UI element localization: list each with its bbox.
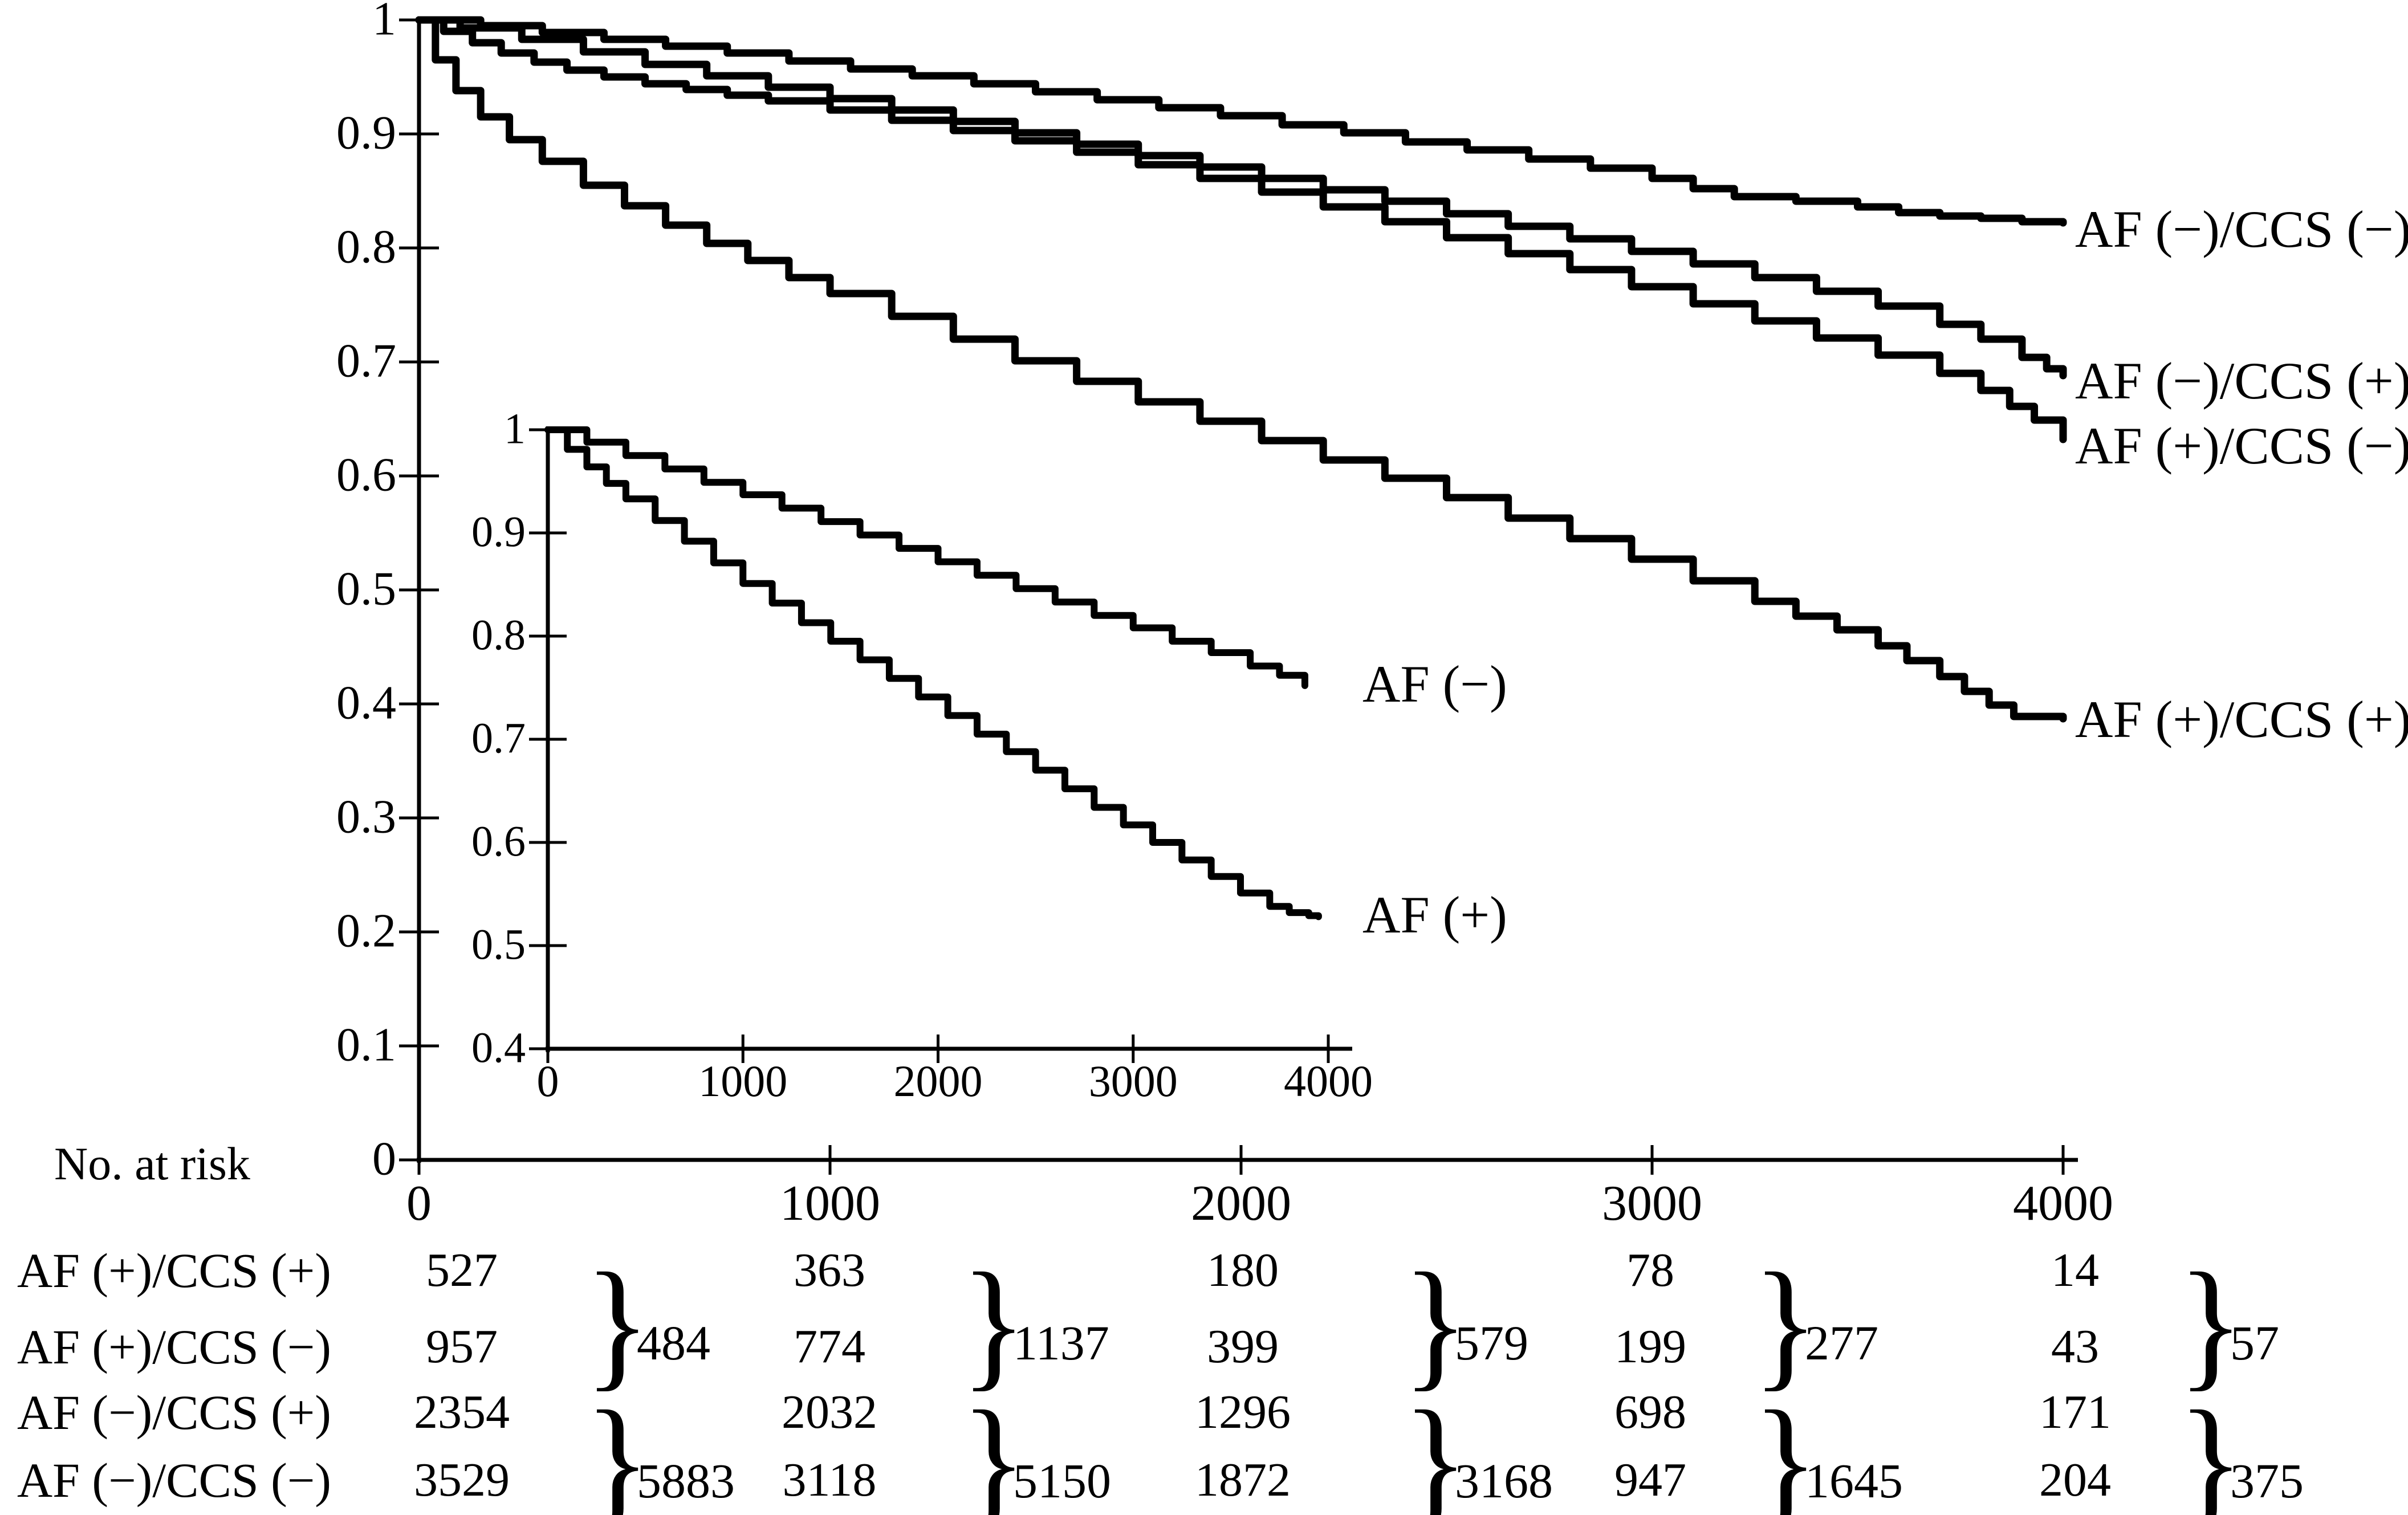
main-y-tick-label: 0.2 (336, 904, 396, 958)
risk-count: 78 (1626, 1244, 1674, 1297)
risk-count: 14 (2051, 1244, 2099, 1297)
risk-row-label: AF (+)/CCS (+) (17, 1243, 331, 1298)
inset-x-tick-label: 3000 (1088, 1056, 1178, 1106)
main-x-tick-label: 3000 (1602, 1176, 1702, 1231)
risk-count: 171 (2039, 1386, 2111, 1439)
brace-icon: } (2178, 1243, 2244, 1404)
inset-y-tick-label: 0.7 (471, 714, 526, 763)
inset-y-tick-label: 0.5 (471, 921, 526, 969)
main-survival-curves (415, 16, 2067, 723)
risk-row-label: AF (+)/CCS (−) (17, 1319, 331, 1374)
curve-label-af-pos-ccs-neg: AF (+)/CCS (−) (2075, 417, 2408, 475)
brace-icon: } (1752, 1380, 1819, 1515)
main-y-tick-label: 0.7 (336, 334, 396, 388)
risk-count: 2032 (782, 1386, 877, 1439)
brace-icon: } (584, 1243, 651, 1404)
risk-count: 180 (1207, 1244, 1279, 1297)
inset-x-tick-label: 0 (536, 1056, 559, 1106)
risk-count: 2354 (414, 1386, 510, 1439)
survival-curve (415, 16, 2067, 380)
main-y-tick-label: 0.9 (336, 106, 396, 160)
main-y-tick-label: 0 (372, 1132, 396, 1186)
risk-row-label: AF (−)/CCS (+) (17, 1385, 331, 1440)
brace-icon: } (2178, 1380, 2244, 1515)
inset-y-tick-label: 0.8 (471, 611, 526, 659)
risk-count: 204 (2039, 1453, 2111, 1506)
inset-y-tick-label: 0.6 (471, 817, 526, 866)
inset-survival-curves (544, 426, 1322, 921)
brace-icon: } (1402, 1380, 1469, 1515)
inset-x-tick-label: 1000 (698, 1056, 788, 1106)
risk-count: 957 (426, 1320, 498, 1373)
brace-combined-count: 3168 (1455, 1453, 1553, 1508)
main-y-tick-label: 1 (372, 0, 396, 46)
main-y-tick-label: 0.4 (336, 676, 396, 730)
inset-y-tick-label: 0.9 (471, 508, 526, 556)
brace-combined-count: 375 (2230, 1453, 2304, 1508)
brace-combined-count: 5150 (1013, 1453, 1111, 1508)
risk-count: 3529 (414, 1453, 510, 1506)
survival-curve (544, 426, 1308, 689)
risk-row-label: AF (−)/CCS (−) (17, 1453, 331, 1508)
brace-combined-count: 277 (1805, 1316, 1878, 1370)
inset-x-tick-label: 2000 (893, 1056, 983, 1106)
risk-count: 399 (1207, 1320, 1279, 1373)
brace-combined-count: 1137 (1013, 1316, 1109, 1370)
main-y-tick-label: 0.8 (336, 220, 396, 274)
risk-count: 1296 (1195, 1386, 1291, 1439)
main-y-tick-label: 0.3 (336, 790, 396, 844)
main-x-tick-label: 4000 (2013, 1176, 2113, 1231)
brace-combined-count: 484 (637, 1316, 710, 1370)
risk-count: 527 (426, 1244, 498, 1297)
risk-count: 3118 (782, 1453, 877, 1506)
main-x-tick-label: 0 (406, 1176, 432, 1231)
risk-count: 363 (794, 1244, 865, 1297)
inset-y-tick-label: 0.4 (471, 1024, 526, 1072)
main-axes (399, 17, 2078, 1175)
risk-count: 43 (2051, 1320, 2099, 1373)
survival-curve (415, 16, 2067, 227)
brace-icon: } (961, 1380, 1027, 1515)
brace-combined-count: 1645 (1805, 1453, 1903, 1508)
risk-count: 1872 (1195, 1453, 1291, 1506)
survival-curve (415, 16, 2067, 443)
curve-label-af-pos-ccs-pos: AF (+)/CCS (+) (2075, 690, 2408, 748)
no-at-risk-heading: No. at risk (54, 1138, 250, 1190)
main-x-tick-label: 2000 (1191, 1176, 1291, 1231)
inset-curve-label-af-neg: AF (−) (1362, 655, 1507, 713)
main-y-tick-label: 0.5 (336, 562, 396, 616)
brace-icon: } (961, 1243, 1027, 1404)
survival-curve (415, 16, 2067, 723)
curve-label-af-neg-ccs-pos: AF (−)/CCS (+) (2075, 352, 2408, 410)
curve-label-af-neg-ccs-neg: AF (−)/CCS (−) (2075, 200, 2408, 258)
main-y-tick-label: 0.6 (336, 448, 396, 502)
brace-combined-count: 57 (2230, 1316, 2279, 1370)
inset-curve-label-af-pos: AF (+) (1362, 886, 1507, 944)
risk-count: 947 (1614, 1453, 1686, 1506)
brace-combined-count: 579 (1455, 1316, 1528, 1370)
main-y-tick-label: 0.1 (336, 1018, 396, 1072)
risk-count: 698 (1614, 1386, 1686, 1439)
survival-curve (544, 426, 1322, 921)
inset-y-tick-label: 1 (504, 405, 526, 453)
risk-count: 199 (1614, 1320, 1686, 1373)
brace-icon: } (584, 1380, 651, 1515)
main-x-tick-label: 1000 (780, 1176, 880, 1231)
brace-icon: } (1752, 1243, 1819, 1404)
risk-count: 774 (794, 1320, 865, 1373)
brace-icon: } (1402, 1243, 1469, 1404)
brace-combined-count: 5883 (637, 1453, 735, 1508)
inset-x-tick-label: 4000 (1284, 1056, 1373, 1106)
